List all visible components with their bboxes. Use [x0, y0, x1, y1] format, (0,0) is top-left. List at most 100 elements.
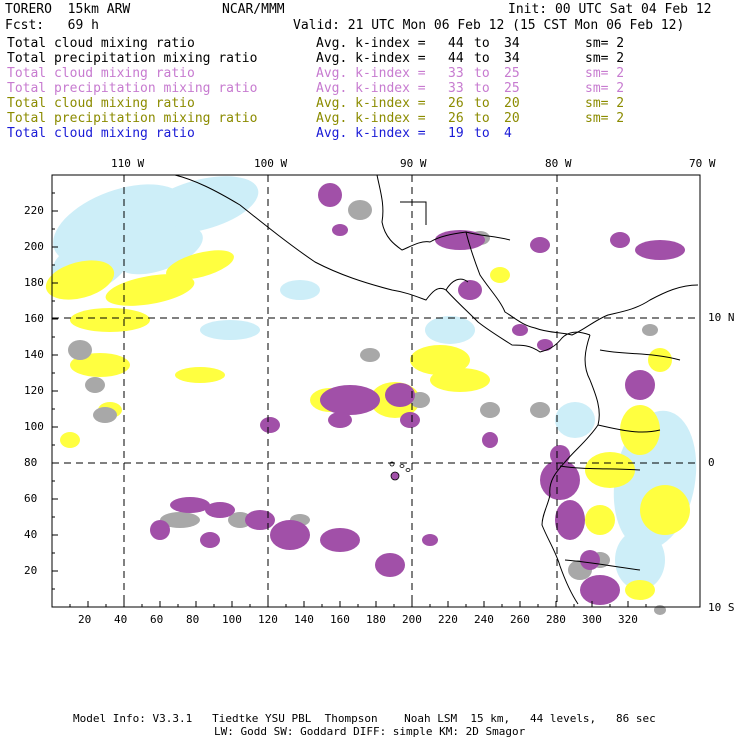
gray-field [85, 377, 105, 393]
gray-field [410, 392, 430, 408]
gray-field [480, 402, 500, 418]
purple-field [205, 502, 235, 518]
legend-from: 33 [448, 66, 464, 81]
gray-field [228, 512, 252, 528]
yellow-field [430, 368, 490, 392]
y-grid-label: 20 [24, 564, 38, 577]
legend-field: Total cloud mixing ratio [7, 96, 195, 111]
legend-field: Total cloud mixing ratio [7, 36, 195, 51]
x-grid-label: 300 [582, 613, 602, 626]
lat-label-10s: 10 S [708, 601, 735, 614]
x-grid-label: 280 [546, 613, 566, 626]
y-grid-label: 160 [24, 312, 44, 325]
x-grid-label: 140 [294, 613, 314, 626]
gray-field [93, 407, 117, 423]
gray-field [530, 402, 550, 418]
legend-field: Total precipitation mixing ratio [7, 51, 258, 66]
legend-index-label: Avg. k-index = [316, 111, 426, 126]
axis-ticks [52, 192, 647, 607]
x-grid-label: 160 [330, 613, 350, 626]
x-grid-label: 260 [510, 613, 530, 626]
organization: NCAR/MMM [222, 2, 285, 17]
x-grid-label: 220 [438, 613, 458, 626]
mexico-coast [174, 174, 469, 301]
yellow-field [625, 580, 655, 600]
legend-to-word: to [474, 96, 490, 111]
x-grid-label: 40 [114, 613, 128, 626]
galapagos-islands [389, 461, 411, 481]
yellow-field [70, 308, 150, 332]
legend-from: 44 [448, 51, 464, 66]
legend-smoothing: sm= 2 [585, 51, 625, 66]
legend-to: 20 [504, 96, 520, 111]
purple-field [385, 383, 415, 407]
legend-smoothing: sm= 2 [585, 36, 625, 51]
legend-from: 26 [448, 111, 464, 126]
legend-field: Total cloud mixing ratio [7, 126, 195, 141]
legend-from: 33 [448, 81, 464, 96]
x-grid-label: 240 [474, 613, 494, 626]
caribbean-coast [465, 231, 699, 336]
y-grid-label: 60 [24, 492, 38, 505]
yellow-field [585, 505, 615, 535]
purple-field [635, 240, 685, 260]
country-borders [559, 349, 681, 571]
legend-to-word: to [474, 36, 490, 51]
purple-field [320, 528, 360, 552]
yellow-field [648, 348, 672, 372]
legend-index-label: Avg. k-index = [316, 96, 426, 111]
yellow-field [585, 452, 635, 488]
light-blue-field [280, 280, 320, 300]
gray-field [348, 200, 372, 220]
purple-field [260, 417, 280, 433]
legend-to-word: to [474, 51, 490, 66]
x-grid-label: 120 [258, 613, 278, 626]
x-grid-label: 180 [366, 613, 386, 626]
yellow-field [45, 260, 115, 300]
purple-field [375, 553, 405, 577]
purple-field [580, 575, 620, 605]
lat-label-0: 0 [708, 456, 715, 469]
y-grid-label: 220 [24, 204, 44, 217]
purple-field [150, 520, 170, 540]
lon-label-80w: 80 W [545, 157, 572, 170]
footer-physics-info: LW: Godd SW: Goddard DIFF: simple KM: 2D… [214, 725, 526, 738]
purple-field [245, 510, 275, 530]
purple-field [530, 237, 550, 253]
footer-model-info: Model Info: V3.3.1 Tiedtke YSU PBL Thomp… [73, 712, 656, 725]
purple-field [422, 534, 438, 546]
precipitation-fields [45, 176, 697, 615]
x-grid-label: 60 [150, 613, 164, 626]
legend-index-label: Avg. k-index = [316, 36, 426, 51]
y-grid-label: 120 [24, 384, 44, 397]
yellow-field [490, 267, 510, 283]
legend-to-word: to [474, 66, 490, 81]
legend-smoothing: sm= 2 [585, 111, 625, 126]
x-grid-label: 80 [186, 613, 200, 626]
legend-index-label: Avg. k-index = [316, 66, 426, 81]
legend-to-word: to [474, 111, 490, 126]
gulf-box [400, 201, 427, 225]
legend-index-label: Avg. k-index = [316, 126, 426, 141]
purple-field [332, 224, 348, 236]
y-grid-label: 200 [24, 240, 44, 253]
yellow-field [60, 432, 80, 448]
yellow-field [175, 367, 225, 383]
legend-index-label: Avg. k-index = [316, 51, 426, 66]
legend-index-label: Avg. k-index = [316, 81, 426, 96]
gray-field [160, 512, 200, 528]
legend-from: 19 [448, 126, 464, 141]
lon-label-90w: 90 W [400, 157, 427, 170]
yellow-field [166, 250, 234, 280]
central-america-coast [445, 289, 591, 353]
legend-field: Total precipitation mixing ratio [7, 81, 258, 96]
graticule [52, 175, 700, 607]
legend-from: 26 [448, 96, 464, 111]
legend-to: 34 [504, 36, 520, 51]
purple-field [328, 412, 352, 428]
purple-field [537, 339, 553, 351]
y-grid-label: 140 [24, 348, 44, 361]
light-blue-field [555, 402, 595, 438]
purple-field [320, 385, 380, 415]
